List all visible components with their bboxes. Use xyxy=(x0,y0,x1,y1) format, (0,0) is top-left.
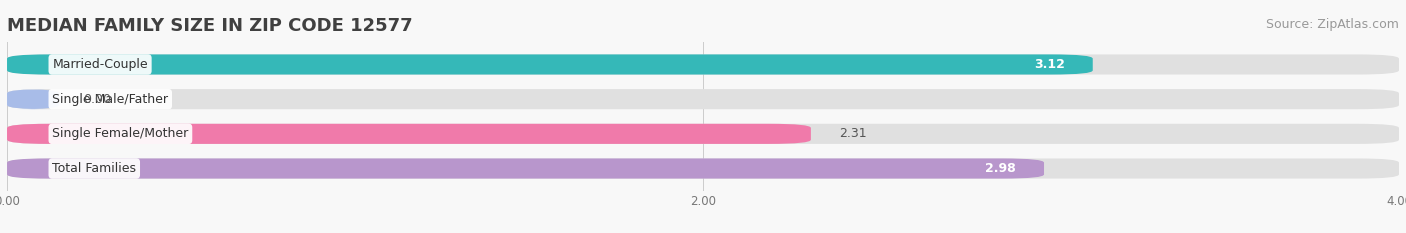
Text: 0.00: 0.00 xyxy=(83,93,111,106)
FancyBboxPatch shape xyxy=(7,55,1092,75)
Text: Source: ZipAtlas.com: Source: ZipAtlas.com xyxy=(1265,18,1399,31)
Text: 3.12: 3.12 xyxy=(1033,58,1064,71)
Text: Single Male/Father: Single Male/Father xyxy=(52,93,169,106)
FancyBboxPatch shape xyxy=(7,124,811,144)
Text: MEDIAN FAMILY SIZE IN ZIP CODE 12577: MEDIAN FAMILY SIZE IN ZIP CODE 12577 xyxy=(7,17,412,35)
Text: 2.31: 2.31 xyxy=(839,127,866,140)
FancyBboxPatch shape xyxy=(7,158,1399,178)
FancyBboxPatch shape xyxy=(7,89,59,109)
Text: Single Female/Mother: Single Female/Mother xyxy=(52,127,188,140)
FancyBboxPatch shape xyxy=(7,55,1399,75)
Text: 2.98: 2.98 xyxy=(986,162,1017,175)
FancyBboxPatch shape xyxy=(7,158,1045,178)
Text: Total Families: Total Families xyxy=(52,162,136,175)
FancyBboxPatch shape xyxy=(7,124,1399,144)
Text: Married-Couple: Married-Couple xyxy=(52,58,148,71)
FancyBboxPatch shape xyxy=(7,89,1399,109)
